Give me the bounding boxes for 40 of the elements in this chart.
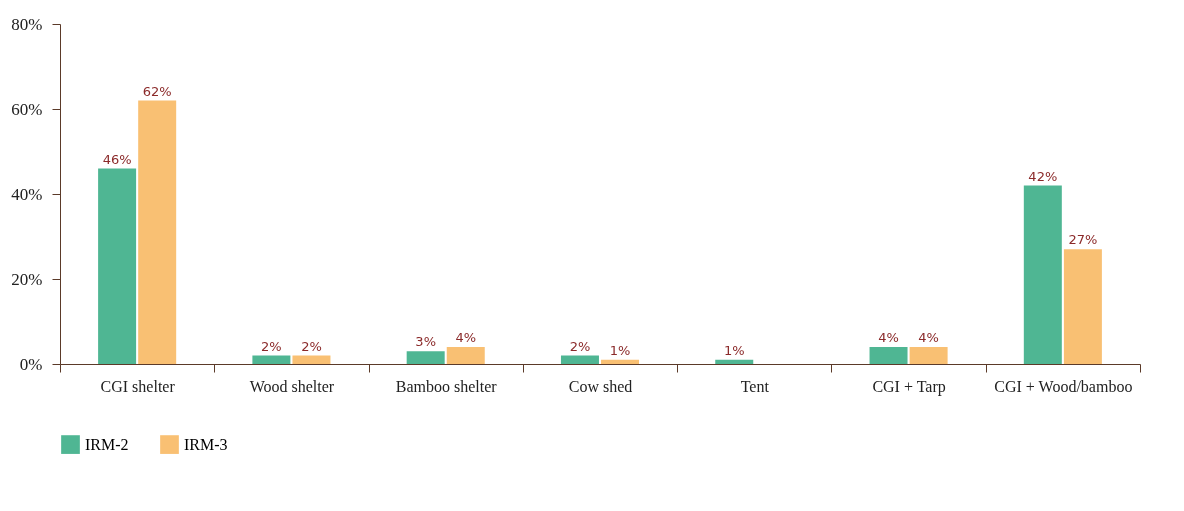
x-tick-label: CGI + Wood/bamboo (994, 377, 1133, 395)
data-label: 4% (455, 330, 477, 345)
bar (292, 355, 331, 364)
x-tick-label: CGI + Tarp (872, 377, 946, 396)
y-tick-label: 40% (11, 184, 43, 204)
bar (446, 347, 485, 364)
bar (1063, 249, 1102, 364)
x-tick-label: Tent (740, 377, 770, 395)
y-tick-label: 0% (19, 354, 43, 374)
data-label: 4% (918, 330, 939, 345)
data-label: 1% (723, 342, 745, 358)
data-label: 2% (569, 338, 591, 354)
data-label: 27% (1068, 232, 1098, 248)
data-label: 46% (102, 151, 132, 167)
y-tick-label: 20% (11, 269, 43, 289)
data-label: 2% (261, 338, 282, 354)
data-label: 3% (415, 334, 436, 350)
data-label: 42% (1028, 168, 1058, 184)
x-tick-label: Wood shelter (249, 377, 335, 395)
data-label: 62% (142, 83, 172, 99)
bar (869, 347, 908, 364)
bar (715, 359, 754, 364)
y-tick-label: 60% (11, 99, 43, 119)
legend-label: IRM-3 (184, 435, 228, 453)
y-tick-label: 80% (11, 14, 43, 34)
data-label: 1% (609, 342, 631, 358)
data-label: 2% (301, 338, 322, 354)
bar (138, 100, 177, 364)
bar (406, 351, 445, 364)
x-tick-label: Cow shed (568, 377, 633, 395)
bar (909, 347, 948, 364)
legend-label: IRM-2 (85, 435, 129, 453)
bar (1023, 185, 1062, 364)
data-label: 4% (878, 330, 899, 345)
bar (98, 168, 137, 364)
bar (252, 355, 291, 364)
x-tick-label: CGI shelter (100, 377, 176, 395)
bar (560, 355, 599, 364)
bar (601, 359, 640, 364)
x-tick-label: Bamboo shelter (395, 377, 498, 395)
